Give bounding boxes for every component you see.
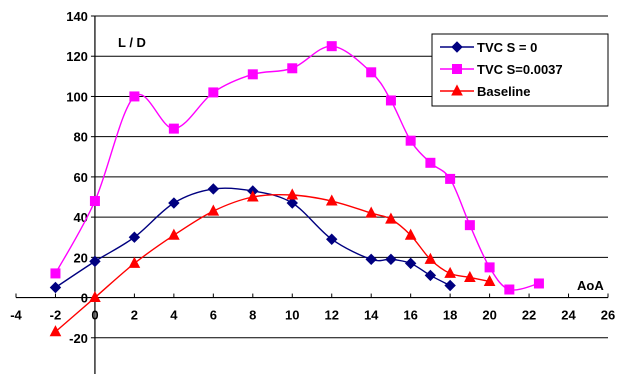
y-tick-label: 140 [66,9,88,24]
data-point-tvc-s0037 [247,69,258,80]
data-point-tvc-s0037 [129,91,140,102]
data-point-tvc-s0037 [504,284,515,295]
data-point-tvc-s0037 [533,278,544,289]
x-axis-label: AoA [577,278,604,293]
legend-marker-tvc-s0037 [452,64,462,74]
data-point-tvc-s0037 [50,268,61,279]
data-point-tvc-s0037 [464,220,475,231]
y-tick-label: 80 [73,130,87,145]
series-line-baseline [55,193,490,333]
series-line-tvc-s0037 [54,45,540,291]
data-point-baseline [207,204,220,216]
data-point-tvc-s0037 [287,63,298,74]
data-point-tvc-s0037 [326,41,337,52]
legend-marker-baseline [451,84,463,96]
data-point-tvc-s0 [89,255,101,268]
x-tick-label: 24 [561,308,576,323]
gridlines [94,15,608,339]
y-tick-label: 40 [73,210,87,225]
legend-label-baseline: Baseline [477,84,530,99]
series-tvc-s0037 [50,41,544,295]
data-point-baseline [365,206,378,218]
x-tick-label: 6 [210,308,217,323]
x-tick-label: 4 [170,308,178,323]
data-point-tvc-s0 [444,279,456,292]
x-tick-label: -2 [50,308,62,323]
y-tick-label: 120 [66,49,88,64]
data-point-baseline [483,274,496,286]
y-tick-label: 20 [73,250,87,265]
data-point-tvc-s0037 [366,67,377,78]
data-point-tvc-s0037 [425,157,436,168]
series-tvc-s0 [49,183,456,294]
y-tick-label: -20 [69,331,88,346]
x-tick-label: 18 [443,308,457,323]
x-tick-label: 20 [482,308,496,323]
data-point-tvc-s0 [365,253,377,266]
data-point-baseline [424,252,437,264]
data-point-baseline [168,228,180,240]
data-point-tvc-s0 [207,183,220,195]
x-tick-label: -4 [10,308,22,323]
data-point-tvc-s0037 [208,87,219,98]
data-point-tvc-s0037 [445,173,456,184]
data-point-tvc-s0 [424,269,437,282]
data-point-baseline [404,228,417,240]
data-point-tvc-s0 [168,197,180,209]
y-axis-label: L / D [118,35,146,50]
legend-label-tvc-s0037: TVC S=0.0037 [477,62,563,77]
x-tick-labels: -4 -2 0 2 4 6 8 10 12 14 16 18 20 22 24 26 [10,308,615,323]
data-point-baseline [49,325,62,337]
data-point-baseline [325,194,338,206]
legend-label-tvc-s0: TVC S = 0 [477,40,537,55]
x-tick-label: 14 [364,308,379,323]
data-point-baseline [444,266,456,278]
x-tick-label: 2 [131,308,138,323]
data-point-baseline [286,188,299,200]
x-tick-label: 26 [601,308,615,323]
data-point-tvc-s0 [128,231,141,243]
data-point-baseline [128,256,141,268]
data-point-baseline [464,270,476,282]
data-point-tvc-s0037 [405,135,416,146]
y-tick-labels: -40 -20 0 20 40 60 80 100 120 140 [66,9,88,374]
y-tick-label: 60 [73,170,87,185]
x-tick-label: 16 [403,308,417,323]
data-point-tvc-s0037 [484,262,495,273]
data-point-tvc-s0 [385,253,397,266]
data-point-tvc-s0 [286,197,298,209]
x-tick-label: 8 [249,308,256,323]
y-tick-label: 100 [66,89,88,104]
data-point-tvc-s0037 [168,123,179,134]
data-point-baseline [89,290,101,303]
data-point-tvc-s0037 [89,196,100,207]
legend-marker-tvc-s0 [451,41,463,53]
data-point-tvc-s0 [326,233,338,245]
legend: TVC S = 0 TVC S=0.0037 Baseline [431,33,609,107]
x-tick-label: 0 [91,308,98,323]
data-point-baseline [246,190,259,202]
data-point-tvc-s0037 [385,95,396,106]
series-line-tvc-s0 [55,187,451,289]
x-tick-label: 22 [522,308,536,323]
data-point-baseline [385,212,397,224]
y-tick-label: -40 [69,371,88,374]
data-point-tvc-s0 [404,257,417,270]
series-group [49,41,544,337]
x-tick-label: 10 [285,308,299,323]
data-point-tvc-s0 [49,281,62,294]
x-tick-label: 12 [324,308,338,323]
series-baseline [49,188,496,337]
y-tick-label: 0 [81,291,88,306]
